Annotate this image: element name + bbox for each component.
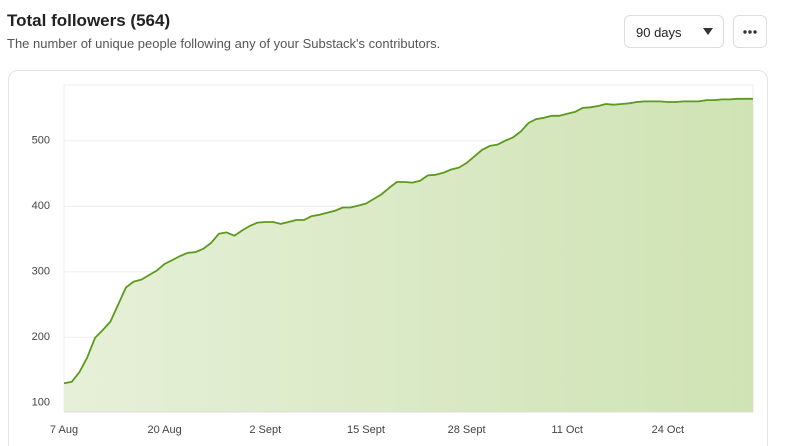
x-tick-label: 2 Sept [249, 424, 281, 436]
y-tick-label: 100 [32, 397, 50, 409]
range-label: 90 days [636, 25, 682, 40]
chart-card [8, 70, 768, 446]
area-line [63, 97, 753, 385]
x-tick-label: 11 Oct [551, 424, 583, 436]
more-icon [743, 30, 757, 34]
page-subtitle: The number of unique people following an… [7, 36, 441, 51]
y-tick-label: 200 [32, 331, 50, 343]
x-tick-label: 28 Sept [448, 424, 486, 436]
dropdown-arrow [703, 28, 713, 35]
y-tick-label: 400 [32, 200, 50, 212]
range-dropdown[interactable]: 90 days [624, 15, 724, 48]
y-tick-label: 500 [32, 135, 50, 147]
x-tick-label: 24 Oct [652, 424, 684, 436]
x-tick-label: 7 Aug [50, 424, 78, 436]
area-fill [64, 98, 753, 413]
x-tick-label: 15 Sept [347, 424, 385, 436]
more-button[interactable] [733, 15, 767, 48]
x-tick-label: 20 Aug [148, 424, 182, 436]
y-tick-label: 300 [32, 266, 50, 278]
page-title: Total followers (564) [7, 11, 171, 30]
